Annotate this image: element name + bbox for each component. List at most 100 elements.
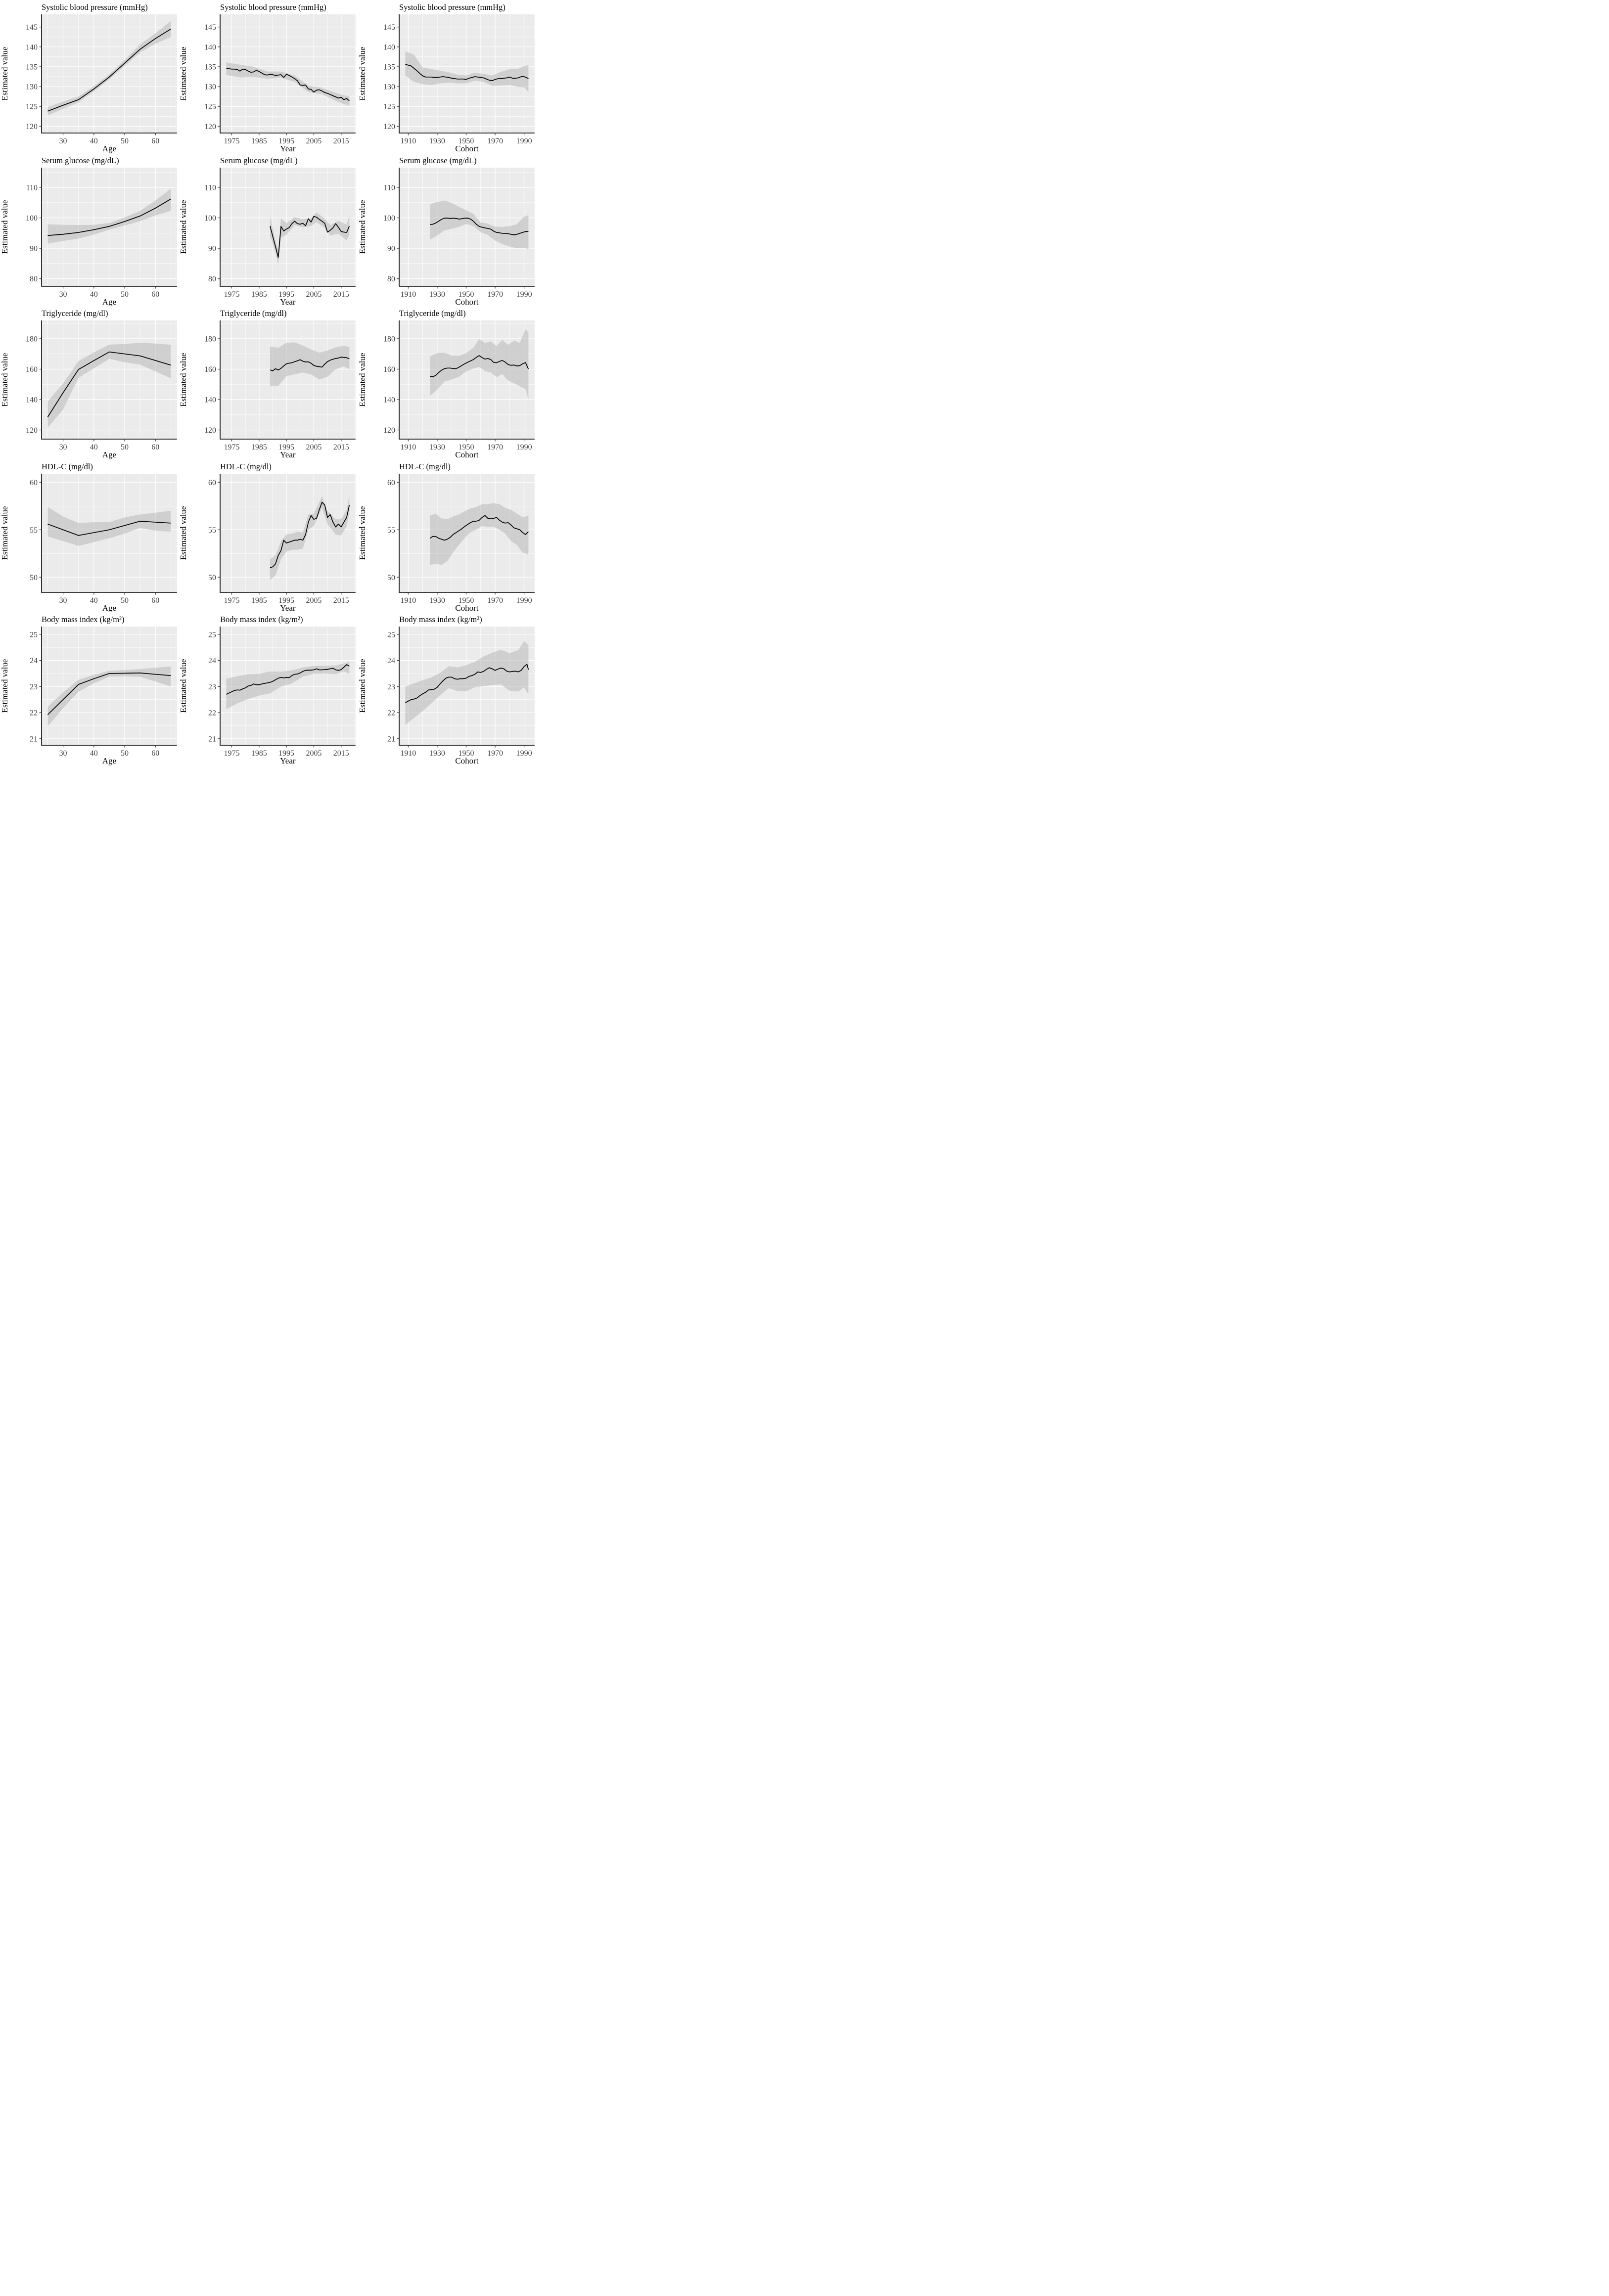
y-tick-label: 21 [30, 735, 38, 744]
estimate-line [429, 515, 529, 541]
y-axis-title: Estimated value [358, 47, 367, 101]
x-tick-label: 1910 [400, 596, 416, 605]
x-axis-title: Age [102, 756, 116, 765]
y-tick-label: 55 [30, 526, 38, 535]
confidence-band [47, 21, 171, 116]
confidence-band [405, 51, 529, 92]
y-tick-label: 120 [383, 123, 395, 131]
gridlines [220, 320, 356, 440]
x-axis-title: Year [280, 603, 296, 613]
x-tick-label: 1970 [487, 290, 503, 299]
estimate-line [226, 664, 350, 695]
x-tick-label: 1970 [487, 137, 503, 145]
gridlines [41, 627, 177, 746]
x-tick-label: 1995 [278, 596, 294, 605]
y-axis-title: Estimated value [0, 659, 9, 713]
y-axis-title: Estimated value [179, 47, 188, 101]
axis-ticks: 1910 1930 1950 1970 1990 120 125 130 135 140 145 [383, 23, 532, 145]
x-axis-title: Cohort [455, 297, 478, 306]
estimate-line [47, 198, 171, 236]
x-tick-label: 1995 [278, 290, 294, 299]
estimate-line [429, 217, 529, 235]
x-tick-label: 1930 [429, 749, 445, 758]
x-tick-label: 1995 [278, 749, 294, 758]
panel-bmi-cohort: 1910 1930 1950 1970 1990 21 22 23 24 25 Body mass … [358, 612, 536, 765]
axis-lines [398, 167, 535, 287]
chart-hdlc-year: 1975 1985 1995 2005 2015 50 55 60 HDL-C (mg/dl) Y… [179, 462, 356, 613]
y-tick-label: 120 [26, 426, 38, 435]
x-tick-label: 50 [121, 443, 129, 451]
y-axis-title: Estimated value [0, 506, 9, 560]
axis-ticks: 1910 1930 1950 1970 1990 80 90 100 110 [383, 183, 532, 298]
axis-ticks: 1975 1985 1995 2005 2015 120 140 160 180 [204, 335, 349, 452]
confidence-band [47, 188, 171, 244]
estimate-line [405, 64, 529, 81]
confidence-band [47, 506, 171, 546]
x-tick-label: 2015 [333, 596, 349, 605]
axis-lines [41, 167, 177, 287]
y-tick-label: 125 [26, 103, 38, 111]
x-tick-label: 1950 [458, 749, 474, 758]
y-tick-label: 90 [387, 244, 395, 253]
y-tick-label: 180 [26, 335, 38, 344]
x-tick-label: 30 [59, 137, 67, 145]
panel-sbp-cohort: 1910 1930 1950 1970 1990 120 125 130 135 140 145 Sy… [358, 0, 536, 153]
y-tick-label: 50 [30, 574, 38, 582]
x-tick-label: 60 [151, 443, 159, 451]
axis-ticks: 30 40 50 60 80 90 100 110 [26, 183, 159, 298]
x-tick-label: 1930 [429, 596, 445, 605]
axis-lines [41, 627, 177, 746]
chart-triglyceride-age: 30 40 50 60 120 140 160 180 Triglyceride (mg/dl)… [0, 309, 177, 459]
y-tick-label: 160 [383, 365, 395, 374]
gridlines [42, 167, 177, 286]
panel-glucose-age: 30 40 50 60 80 90 100 110 Serum glucose (mg/dL) A… [0, 153, 179, 306]
panel-glucose-cohort: 1910 1930 1950 1970 1990 80 90 100 110 Serum gluc… [358, 153, 536, 306]
x-tick-label: 1910 [400, 443, 416, 451]
chart-bmi-year: 1975 1985 1995 2005 2015 21 22 23 24 25 Body mass … [179, 615, 356, 765]
gridlines [220, 14, 356, 133]
axis-lines [41, 14, 177, 134]
panel-sbp-year: 1975 1985 1995 2005 2015 120 125 130 135 140 145 Sy… [179, 0, 357, 153]
y-tick-label: 24 [387, 657, 395, 665]
chart-sbp-year: 1975 1985 1995 2005 2015 120 125 130 135 140 145 Sy… [179, 2, 356, 153]
axis-lines [220, 167, 356, 287]
axis-lines [41, 320, 177, 440]
estimate-line [405, 664, 529, 704]
chart-sbp-cohort: 1910 1930 1950 1970 1990 120 125 130 135 140 145 Sy… [358, 2, 535, 153]
chart-hdlc-cohort: 1910 1930 1950 1970 1990 50 55 60 HDL-C (mg/dl) C… [358, 462, 535, 612]
y-axis-title: Estimated value [358, 353, 367, 407]
axis-ticks: 1910 1930 1950 1970 1990 50 55 60 [387, 479, 532, 605]
axis-lines [220, 320, 356, 440]
x-tick-label: 1990 [516, 749, 532, 758]
x-tick-label: 1930 [429, 137, 445, 145]
chart-triglyceride-year: 1975 1985 1995 2005 2015 120 140 160 180 Triglyce… [179, 309, 356, 459]
axis-ticks: 1975 1985 1995 2005 2015 80 90 100 110 [204, 183, 349, 298]
y-tick-label: 140 [383, 396, 395, 405]
panel-title: Body mass index (kg/m²) [399, 615, 482, 624]
axis-ticks: 1975 1985 1995 2005 2015 120 125 130 135 140 145 [204, 23, 349, 145]
y-tick-label: 25 [30, 631, 38, 639]
x-tick-label: 1975 [224, 443, 240, 451]
y-tick-label: 130 [26, 83, 38, 91]
x-tick-label: 50 [121, 137, 129, 145]
y-axis-title: Estimated value [0, 47, 9, 101]
y-tick-label: 145 [383, 23, 395, 32]
y-tick-label: 21 [208, 735, 216, 744]
panel-title: HDL-C (mg/dl) [42, 462, 93, 471]
axis-lines [220, 14, 356, 134]
x-tick-label: 2005 [306, 290, 322, 299]
confidence-band [270, 342, 350, 387]
x-tick-label: 1990 [516, 290, 532, 299]
y-tick-label: 24 [208, 657, 216, 665]
x-tick-label: 40 [90, 443, 98, 451]
chart-glucose-cohort: 1910 1930 1950 1970 1990 80 90 100 110 Serum gluc… [358, 156, 535, 306]
y-tick-label: 25 [387, 631, 395, 639]
y-tick-label: 23 [208, 683, 216, 691]
y-tick-label: 24 [30, 657, 38, 665]
y-axis-title: Estimated value [0, 353, 9, 407]
estimate-line [47, 520, 171, 536]
x-tick-label: 2005 [306, 749, 322, 758]
y-tick-label: 140 [204, 396, 216, 405]
x-tick-label: 2015 [333, 290, 349, 299]
y-tick-label: 130 [383, 83, 395, 91]
